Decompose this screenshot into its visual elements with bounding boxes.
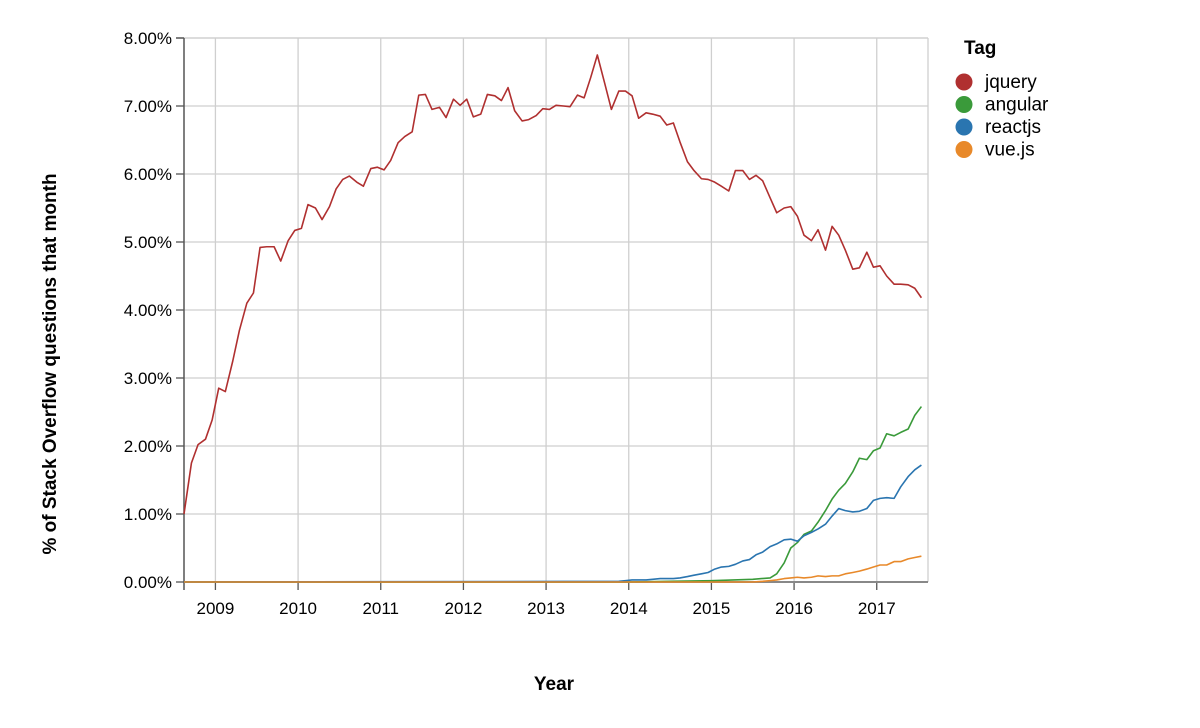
legend-swatch-angular <box>955 96 973 113</box>
series-line-jquery <box>183 54 923 515</box>
y-tick-label: 7.00% <box>124 97 172 116</box>
series-lines <box>183 54 923 583</box>
y-tick-label: 1.00% <box>124 505 172 524</box>
axes: 0.00% 1.00% 2.00% 3.00% 4.00% 5.00% 6.00% 7.00%… <box>124 29 928 618</box>
legend-swatch-vue-js <box>955 141 973 158</box>
x-tick-label: 2011 <box>362 599 399 618</box>
x-tick-label: 2015 <box>692 599 730 618</box>
y-tick-label: 4.00% <box>124 301 172 320</box>
legend-label: angular <box>985 95 1049 116</box>
y-tick-label: 6.00% <box>124 165 172 184</box>
x-tick-label: 2012 <box>444 599 482 618</box>
series-line-reactjs <box>183 464 922 583</box>
series-line-vue-js <box>184 555 922 583</box>
y-tick-label: 8.00% <box>124 29 172 48</box>
y-axis-title: % of Stack Overflow questions that month <box>40 173 61 554</box>
x-tick-label: 2017 <box>858 599 896 618</box>
legend-swatch-jquery <box>955 73 973 91</box>
x-tick-label: 2013 <box>527 599 565 618</box>
gridlines <box>184 37 929 583</box>
legend-label: vue.js <box>985 140 1035 161</box>
x-tick-label: 2010 <box>279 599 317 618</box>
x-tick-label: 2009 <box>196 599 234 618</box>
y-tick-label: 0.00% <box>124 573 172 592</box>
legend-label: reactjs <box>985 117 1041 138</box>
legend-title: Tag <box>964 38 996 59</box>
legend-label: jquery <box>984 72 1037 93</box>
x-axis-title: Year <box>534 674 575 695</box>
legend-swatch-reactjs <box>955 118 973 136</box>
y-tick-label: 2.00% <box>124 437 172 456</box>
series-line-angular <box>184 406 923 583</box>
y-tick-label: 3.00% <box>124 369 172 388</box>
x-tick-label: 2014 <box>610 599 648 618</box>
y-tick-label: 5.00% <box>124 233 172 252</box>
x-tick-label: 2016 <box>775 599 813 618</box>
